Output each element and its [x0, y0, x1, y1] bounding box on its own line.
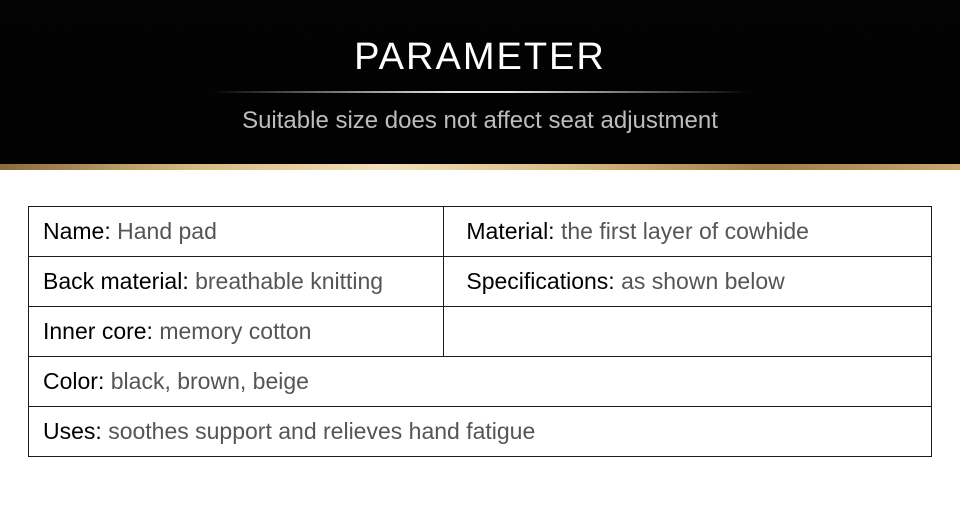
table-row: Back material: breathable knitting Speci… [29, 257, 932, 307]
cell-value: memory cotton [159, 318, 311, 344]
cell-label: Name: [43, 218, 117, 244]
cell-label: Material: [466, 218, 561, 244]
gold-strip [0, 164, 960, 170]
cell-value: breathable knitting [195, 268, 383, 294]
page-title: PARAMETER [0, 36, 960, 79]
cell-back-material: Back material: breathable knitting [29, 257, 444, 307]
table-row: Uses: soothes support and relieves hand … [29, 407, 932, 457]
cell-color: Color: black, brown, beige [29, 357, 932, 407]
cell-inner-core: Inner core: memory cotton [29, 307, 444, 357]
cell-uses: Uses: soothes support and relieves hand … [29, 407, 932, 457]
cell-label: Uses: [43, 418, 108, 444]
cell-specifications: Specifications: as shown below [444, 257, 932, 307]
parameter-table: Name: Hand pad Material: the first layer… [28, 206, 932, 457]
cell-label: Specifications: [466, 268, 621, 294]
cell-label: Back material: [43, 268, 195, 294]
cell-value: as shown below [621, 268, 785, 294]
table-row: Color: black, brown, beige [29, 357, 932, 407]
table-row: Inner core: memory cotton [29, 307, 932, 357]
cell-material: Material: the first layer of cowhide [444, 207, 932, 257]
cell-empty [444, 307, 932, 357]
cell-label: Color: [43, 368, 111, 394]
cell-label: Inner core: [43, 318, 159, 344]
parameter-table-wrap: Name: Hand pad Material: the first layer… [0, 170, 960, 457]
title-divider [210, 91, 750, 93]
cell-value: the first layer of cowhide [561, 218, 809, 244]
header-banner: PARAMETER Suitable size does not affect … [0, 0, 960, 170]
cell-value: black, brown, beige [111, 368, 309, 394]
cell-value: Hand pad [117, 218, 217, 244]
page-subtitle: Suitable size does not affect seat adjus… [0, 107, 960, 135]
cell-value: soothes support and relieves hand fatigu… [108, 418, 535, 444]
table-row: Name: Hand pad Material: the first layer… [29, 207, 932, 257]
cell-name: Name: Hand pad [29, 207, 444, 257]
